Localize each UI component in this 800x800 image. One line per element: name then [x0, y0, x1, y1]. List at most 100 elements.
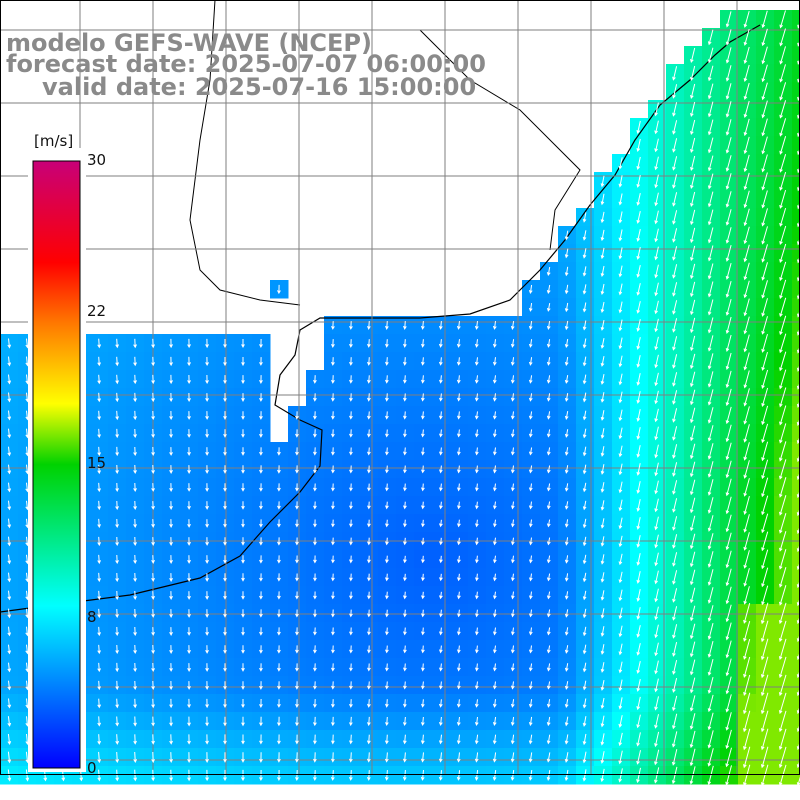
- wind-arrow: [241, 357, 245, 367]
- wind-arrow: [528, 663, 533, 672]
- wind-arrow: [725, 119, 732, 136]
- wind-arrow: [313, 663, 317, 672]
- wind-arrow: [223, 555, 227, 564]
- wind-arrow: [295, 573, 299, 582]
- wind-arrow: [313, 716, 317, 727]
- wind-arrow: [7, 392, 12, 403]
- wind-arrow: [331, 699, 335, 708]
- wind-arrow: [760, 746, 769, 769]
- wind-arrow: [618, 732, 623, 747]
- wind-arrow: [564, 248, 569, 259]
- wind-arrow: [115, 554, 119, 565]
- wind-arrow: [636, 264, 641, 278]
- wind-arrow: [97, 680, 101, 691]
- wind-arrow: [600, 301, 605, 314]
- speed-cell: [792, 586, 800, 605]
- wind-arrow: [385, 681, 389, 690]
- wind-arrow: [259, 681, 263, 690]
- speed-cell: [792, 352, 800, 371]
- wind-arrow: [690, 407, 696, 424]
- wind-arrow: [600, 608, 605, 619]
- wind-arrow: [492, 429, 497, 438]
- wind-arrow: [277, 501, 281, 510]
- wind-arrow: [331, 555, 335, 564]
- wind-arrow: [761, 244, 768, 263]
- wind-arrow: [421, 699, 425, 708]
- wind-arrow: [403, 501, 407, 510]
- wind-arrow: [761, 46, 768, 65]
- wind-arrow: [115, 644, 119, 655]
- wind-arrow: [654, 102, 659, 117]
- wind-arrow: [707, 65, 714, 82]
- wind-arrow: [331, 663, 335, 672]
- wind-arrow: [439, 519, 443, 528]
- wind-arrow: [546, 699, 551, 708]
- wind-arrow: [474, 339, 479, 348]
- wind-arrow: [97, 590, 101, 601]
- wind-arrow: [457, 393, 461, 402]
- wind-arrow: [654, 336, 659, 351]
- wind-arrow: [241, 339, 245, 349]
- wind-arrow: [457, 573, 461, 582]
- wind-arrow: [636, 391, 641, 404]
- wind-arrow: [115, 751, 120, 764]
- wind-arrow: [725, 568, 732, 587]
- wind-arrow: [403, 321, 407, 330]
- wind-arrow: [618, 661, 623, 674]
- wind-arrow: [689, 730, 696, 749]
- wind-arrow: [223, 734, 227, 745]
- wind-arrow: [295, 681, 299, 690]
- wind-arrow: [654, 731, 660, 748]
- wind-arrow: [223, 699, 227, 709]
- wind-arrow: [546, 752, 551, 763]
- wind-arrow: [546, 627, 551, 636]
- wind-arrow: [421, 501, 425, 510]
- wind-arrow: [582, 230, 587, 241]
- wind-arrow: [779, 315, 787, 336]
- wind-arrow: [7, 410, 12, 421]
- wind-arrow: [618, 391, 623, 404]
- wind-arrow: [475, 501, 479, 510]
- wind-arrow: [385, 699, 389, 708]
- wind-arrow: [277, 483, 281, 492]
- wind-arrow: [367, 681, 371, 690]
- wind-arrow: [654, 588, 659, 603]
- wind-arrow: [779, 351, 787, 372]
- wind-arrow: [779, 118, 787, 137]
- wind-arrow: [474, 321, 479, 330]
- wind-arrow: [367, 663, 371, 672]
- wind-arrow: [187, 734, 191, 745]
- wind-arrow: [743, 370, 750, 389]
- wind-arrow: [707, 569, 714, 586]
- wind-arrow: [115, 680, 119, 691]
- wind-arrow: [169, 410, 173, 421]
- wind-arrow: [528, 752, 533, 763]
- wind-arrow: [760, 620, 769, 643]
- wind-arrow: [421, 537, 425, 546]
- wind-arrow: [331, 393, 335, 402]
- wind-arrow: [725, 658, 732, 677]
- wind-arrow: [385, 663, 389, 672]
- wind-arrow: [277, 537, 281, 546]
- wind-arrow: [564, 429, 569, 438]
- wind-arrow: [564, 734, 569, 745]
- wind-arrow: [456, 321, 461, 330]
- wind-arrow: [564, 663, 569, 672]
- wind-arrow: [761, 369, 769, 390]
- wind-arrow: [689, 713, 696, 730]
- wind-arrow: [582, 320, 587, 331]
- wind-arrow: [528, 465, 533, 474]
- wind-arrow: [743, 550, 750, 569]
- wind-arrow: [528, 339, 533, 348]
- wind-arrow: [546, 339, 551, 348]
- wind-arrow: [546, 447, 551, 456]
- wind-arrow: [725, 406, 732, 425]
- wind-arrow: [654, 264, 659, 279]
- wind-arrow: [761, 64, 768, 83]
- wind-arrow: [331, 483, 335, 492]
- wind-arrow: [671, 749, 678, 766]
- wind-arrow: [725, 640, 732, 659]
- wind-arrow: [115, 446, 119, 457]
- wind-arrow: [618, 679, 623, 692]
- wind-arrow: [385, 555, 389, 564]
